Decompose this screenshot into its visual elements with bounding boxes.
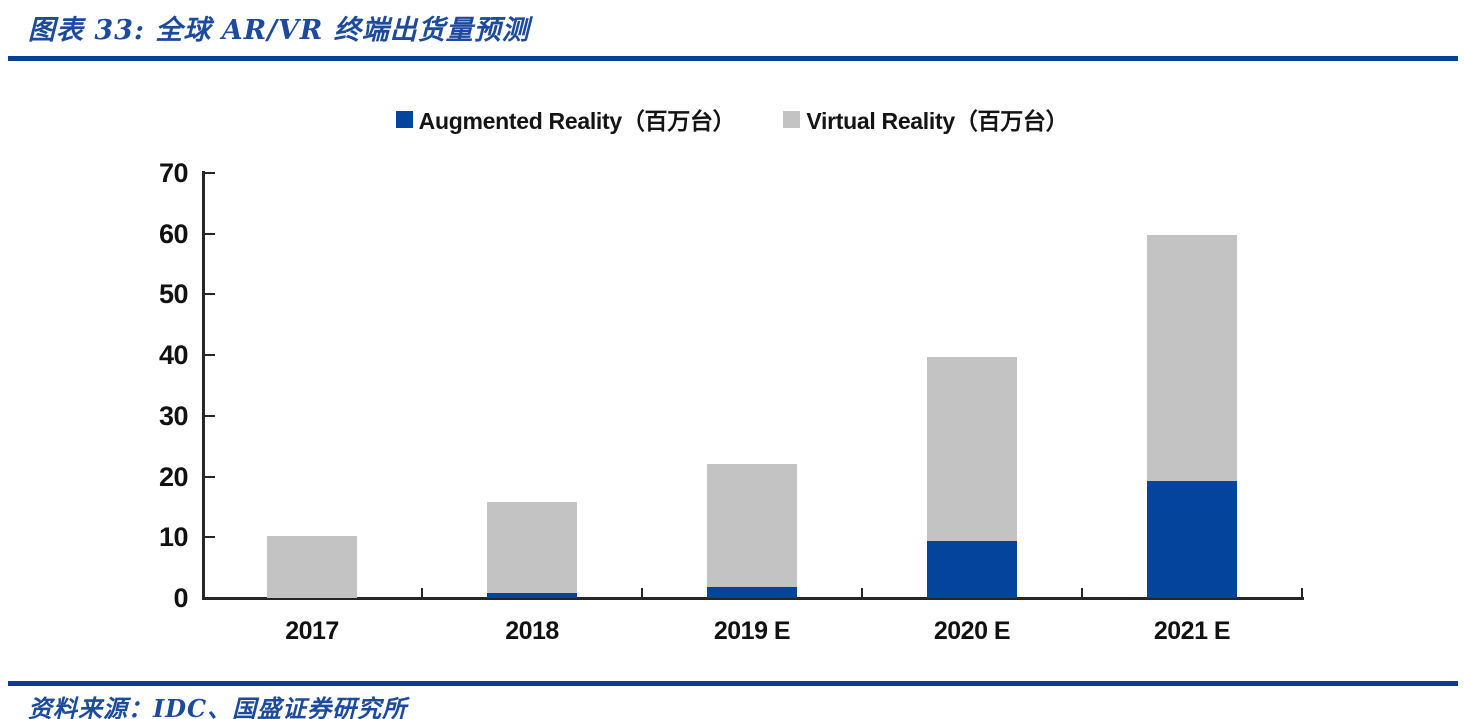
x-axis-label: 2019 E bbox=[713, 617, 791, 645]
x-axis-label: 2021 E bbox=[1153, 617, 1231, 645]
y-tick-mark bbox=[205, 172, 215, 174]
y-tick-mark bbox=[205, 536, 215, 538]
bar-segment-augmented-reality bbox=[707, 587, 797, 598]
x-boundary-tick bbox=[861, 588, 863, 597]
x-boundary-tick bbox=[1081, 588, 1083, 597]
x-axis-label: 2020 E bbox=[933, 617, 1011, 645]
y-tick-label: 30 bbox=[158, 401, 189, 431]
y-tick-mark bbox=[205, 354, 215, 356]
legend-label: Augmented Reality（百万台） bbox=[418, 108, 736, 134]
bar-segment-virtual-reality bbox=[707, 464, 797, 587]
y-tick-mark bbox=[205, 415, 215, 417]
x-axis-line bbox=[202, 597, 1304, 600]
chart-legend: Augmented Reality（百万台） Virtual Reality（百万… bbox=[0, 102, 1464, 136]
bar-segment-virtual-reality bbox=[927, 357, 1017, 541]
y-tick-mark bbox=[205, 293, 215, 295]
bottom-divider-rule bbox=[8, 681, 1458, 686]
y-tick-label: 60 bbox=[158, 219, 189, 249]
y-axis-line bbox=[202, 171, 205, 600]
x-boundary-tick bbox=[1301, 588, 1303, 597]
top-divider-rule bbox=[8, 56, 1458, 61]
bar-segment-augmented-reality bbox=[1147, 480, 1237, 598]
legend-swatch-icon bbox=[395, 110, 413, 128]
bar-segment-augmented-reality bbox=[487, 593, 577, 598]
bar-segment-virtual-reality bbox=[267, 536, 357, 598]
legend-swatch-icon bbox=[783, 110, 801, 128]
legend-item-virtual-reality: Virtual Reality（百万台） bbox=[783, 102, 1069, 136]
y-tick-label: 40 bbox=[158, 340, 189, 370]
y-tick-mark bbox=[205, 476, 215, 478]
y-tick-label: 10 bbox=[158, 522, 189, 552]
bar-segment-virtual-reality bbox=[1147, 234, 1237, 481]
figure-source: 资料来源：IDC、国盛证券研究所 bbox=[28, 694, 408, 719]
y-tick-label: 50 bbox=[158, 279, 189, 309]
figure-title: 图表 33: 全球 AR/VR 终端出货量预测 bbox=[28, 15, 530, 46]
y-tick-label: 20 bbox=[158, 462, 189, 492]
x-boundary-tick bbox=[421, 588, 423, 597]
y-tick-label: 0 bbox=[173, 583, 188, 613]
bar-segment-augmented-reality bbox=[927, 540, 1017, 598]
bar-segment-virtual-reality bbox=[487, 502, 577, 594]
x-axis-label: 2017 bbox=[285, 617, 339, 645]
y-tick-label: 70 bbox=[158, 158, 189, 188]
x-axis-label: 2018 bbox=[505, 617, 559, 645]
legend-label: Virtual Reality（百万台） bbox=[806, 108, 1069, 134]
legend-item-augmented-reality: Augmented Reality（百万台） bbox=[395, 102, 736, 136]
x-boundary-tick bbox=[641, 588, 643, 597]
y-tick-mark bbox=[205, 233, 215, 235]
